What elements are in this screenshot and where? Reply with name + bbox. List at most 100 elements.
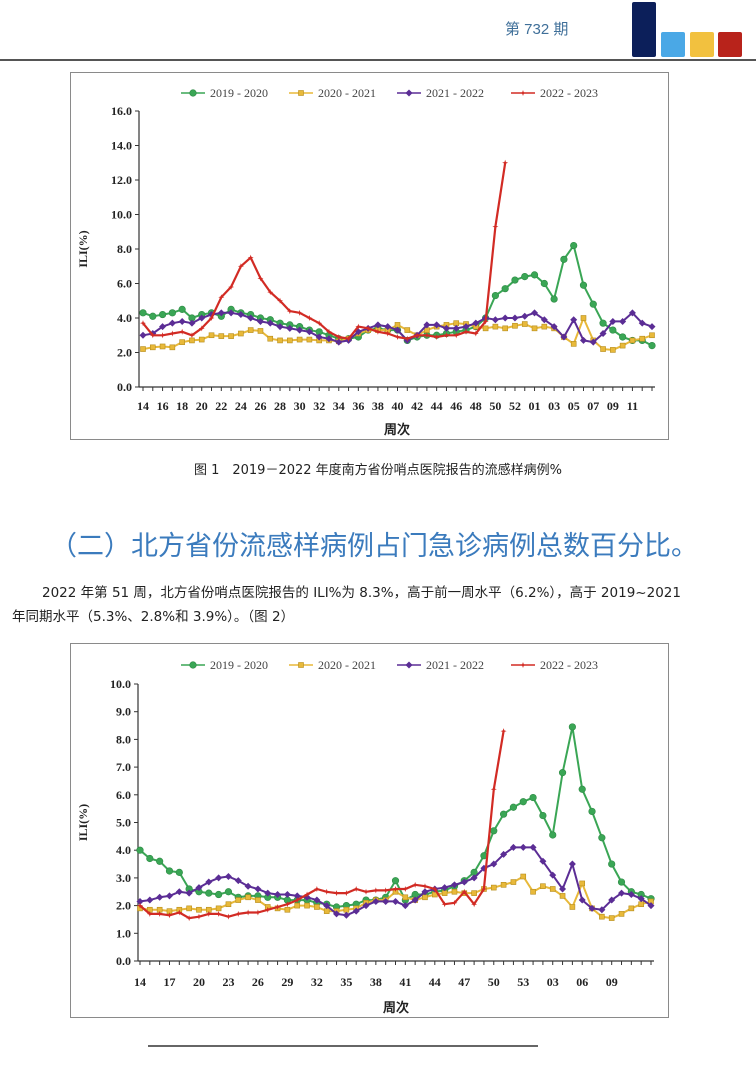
data-point: [343, 890, 350, 897]
data-point: [500, 850, 508, 858]
data-point: [470, 874, 478, 882]
data-point: [539, 857, 547, 865]
data-point: [588, 807, 596, 816]
data-point: [501, 285, 509, 293]
data-point: [579, 880, 586, 887]
y-tick-label: 2.0: [116, 899, 131, 913]
data-point: [530, 888, 536, 895]
series-line: [139, 730, 505, 920]
data-point: [277, 337, 283, 344]
data-point: [296, 326, 304, 334]
data-point: [431, 885, 438, 892]
data-point: [394, 333, 401, 340]
data-point: [502, 159, 509, 166]
data-point: [472, 319, 480, 327]
x-tick-label: 26: [252, 975, 264, 989]
x-tick-label: 44: [431, 399, 443, 413]
data-point: [247, 327, 254, 333]
data-point: [224, 888, 233, 896]
data-point: [314, 904, 320, 910]
data-point: [560, 333, 568, 341]
data-point: [550, 323, 558, 331]
data-point: [146, 910, 153, 917]
data-point: [599, 913, 605, 920]
x-tick-label: 50: [488, 975, 500, 989]
data-point: [195, 884, 203, 892]
x-tick-label: 11: [627, 399, 638, 413]
data-point: [460, 878, 468, 886]
legend-item: 2020 - 2021: [289, 658, 376, 672]
data-point: [490, 786, 497, 793]
data-point: [647, 902, 655, 910]
data-point: [325, 335, 333, 343]
legend-item: 2022 - 2023: [511, 658, 598, 672]
data-point: [404, 327, 411, 333]
series-2020-2021: [140, 315, 655, 353]
x-tick-label: 48: [470, 399, 482, 413]
y-axis-label: ILI(%): [76, 804, 90, 841]
data-point: [205, 889, 213, 897]
data-point: [451, 888, 458, 895]
data-point: [461, 888, 468, 895]
data-point: [490, 860, 498, 868]
data-point: [215, 910, 222, 917]
data-point: [149, 344, 156, 351]
data-point: [175, 868, 183, 876]
data-point: [245, 894, 251, 901]
paragraph-line-1: 2022 年第 51 周，北方省份哨点医院报告的 ILI%为 8.3%，高于前一…: [42, 585, 681, 601]
y-tick-label: 0.0: [116, 954, 131, 968]
series-2021-2022: [136, 843, 655, 919]
data-point: [443, 332, 450, 339]
data-point: [627, 891, 635, 899]
data-point: [156, 857, 164, 865]
x-tick-label: 34: [333, 399, 345, 413]
data-point: [558, 769, 567, 777]
data-point: [490, 884, 497, 891]
data-point: [501, 314, 509, 322]
data-point: [492, 323, 499, 330]
x-tick-label: 36: [352, 399, 364, 413]
data-point: [333, 910, 341, 918]
y-tick-label: 3.0: [116, 871, 131, 885]
data-point: [599, 330, 607, 338]
data-point: [570, 341, 577, 347]
data-point: [316, 320, 323, 327]
x-tick-label: 35: [340, 975, 352, 989]
data-point: [168, 309, 176, 317]
y-tick-label: 10.0: [110, 677, 131, 691]
data-point: [140, 320, 146, 327]
legend-label: 2020 - 2021: [318, 86, 376, 100]
legend-label: 2019 - 2020: [210, 658, 268, 672]
data-point: [421, 883, 428, 890]
data-point: [149, 332, 156, 339]
data-point: [471, 890, 477, 896]
x-tick-label: 03: [548, 399, 560, 413]
data-point: [323, 902, 331, 910]
data-point: [441, 884, 449, 892]
data-point: [374, 321, 382, 329]
data-point: [323, 908, 330, 914]
data-point: [186, 905, 192, 912]
data-point: [228, 283, 235, 290]
data-point: [374, 328, 381, 335]
data-point: [579, 281, 588, 289]
data-point: [531, 309, 539, 317]
data-point: [649, 332, 655, 339]
x-axis-label: 周次: [384, 422, 410, 437]
data-point: [228, 333, 234, 339]
data-point: [237, 263, 244, 270]
data-point: [482, 325, 489, 332]
data-point: [617, 878, 626, 886]
data-point: [156, 893, 164, 901]
data-point: [482, 318, 489, 325]
data-point: [196, 906, 202, 913]
data-point: [277, 297, 284, 304]
data-point: [578, 785, 586, 793]
figure-1-caption: 图 1 2019－2022 年度南方省份哨点医院报告的流感样病例%: [193, 463, 563, 478]
data-point: [225, 913, 232, 920]
data-point: [237, 311, 245, 319]
data-point: [286, 324, 294, 332]
data-point: [384, 330, 391, 337]
data-point: [549, 871, 557, 879]
data-point: [509, 803, 518, 811]
